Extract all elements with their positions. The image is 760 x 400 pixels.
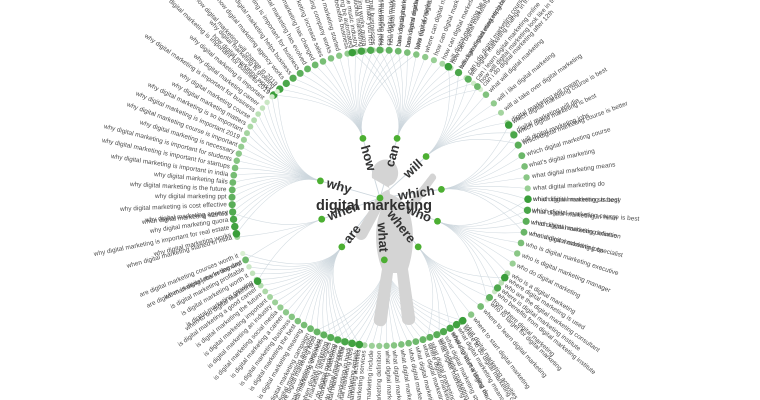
leaf-label[interactable]: what digital marketing definition	[375, 351, 383, 400]
leaf-node-group	[228, 46, 532, 350]
leaf-label[interactable]: which digital marketing is best	[532, 195, 620, 204]
center-label: digital marketing	[316, 198, 433, 214]
leaf-label[interactable]: can digital marketing jobs	[376, 0, 384, 46]
leaf-label[interactable]: why digital marketing ppt	[154, 193, 227, 201]
hub-node-group	[317, 135, 445, 264]
person-silhouette-icon	[355, 159, 437, 327]
center-node	[376, 194, 384, 202]
